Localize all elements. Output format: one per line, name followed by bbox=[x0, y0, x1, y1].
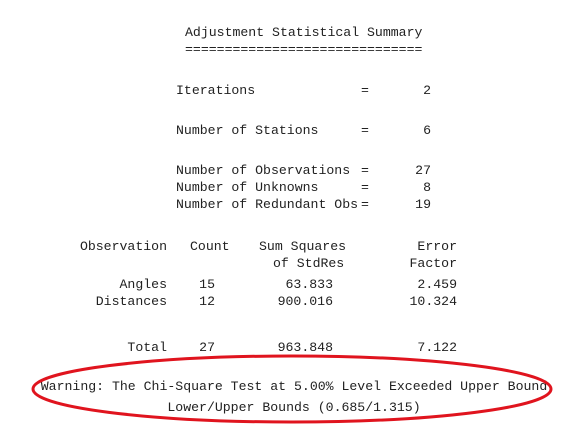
summary-sign: = bbox=[361, 180, 369, 195]
summary-sign: = bbox=[361, 83, 369, 98]
title: Adjustment Statistical Summary bbox=[185, 25, 422, 40]
summary-value: 6 bbox=[423, 123, 431, 138]
summary-label: Number of Redundant Obs bbox=[176, 197, 358, 212]
row-label: Total bbox=[127, 340, 167, 355]
summary-label: Number of Observations bbox=[176, 163, 350, 178]
error-factor: 10.324 bbox=[410, 294, 458, 309]
summary-sign: = bbox=[361, 163, 369, 178]
summary-label: Number of Unknowns bbox=[176, 180, 318, 195]
summary-value: 8 bbox=[423, 180, 431, 195]
sum-squares: 900.016 bbox=[278, 294, 333, 309]
column-header: Error bbox=[417, 239, 457, 254]
count: 27 bbox=[199, 340, 215, 355]
column-header: Count bbox=[190, 239, 230, 254]
row-label: Angles bbox=[120, 277, 167, 292]
title-rule: ============================== bbox=[185, 42, 422, 57]
summary-value: 19 bbox=[415, 197, 431, 212]
summary-label: Number of Stations bbox=[176, 123, 318, 138]
column-header: Factor bbox=[410, 256, 457, 271]
count: 12 bbox=[199, 294, 215, 309]
error-factor: 7.122 bbox=[417, 340, 457, 355]
warning-line: Lower/Upper Bounds (0.685/1.315) bbox=[167, 400, 420, 415]
sum-squares: 963.848 bbox=[278, 340, 333, 355]
count: 15 bbox=[199, 277, 215, 292]
column-header: of StdRes bbox=[273, 256, 344, 271]
column-header: Observation bbox=[80, 239, 167, 254]
summary-sign: = bbox=[361, 197, 369, 212]
column-header: Sum Squares bbox=[259, 239, 346, 254]
summary-value: 27 bbox=[415, 163, 431, 178]
summary-label: Iterations bbox=[176, 83, 255, 98]
warning-line: Warning: The Chi-Square Test at 5.00% Le… bbox=[41, 379, 547, 394]
highlight-ellipse bbox=[31, 354, 553, 424]
summary-value: 2 bbox=[423, 83, 431, 98]
summary-sign: = bbox=[361, 123, 369, 138]
sum-squares: 63.833 bbox=[286, 277, 334, 292]
row-label: Distances bbox=[96, 294, 167, 309]
error-factor: 2.459 bbox=[417, 277, 457, 292]
